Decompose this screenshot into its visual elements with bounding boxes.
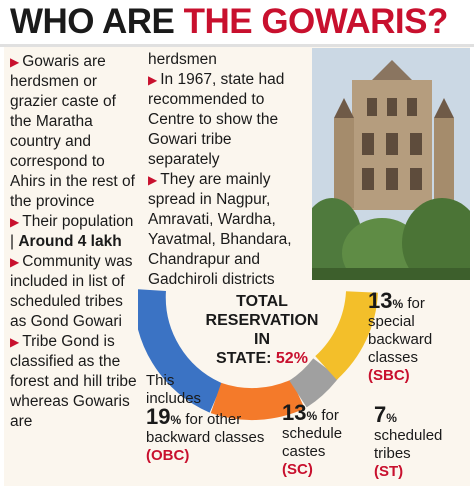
total-reservation-pct: 52% [275,350,308,367]
arrow-bullet-icon: ▶ [10,55,20,69]
total-reservation-label: TOTAL RESERVATION IN STATE: 52% [205,293,319,367]
building-illustration [312,48,470,280]
arrow-bullet-icon: ▶ [148,73,158,87]
donut-segment-st [288,357,339,408]
page-title: WHO ARE THE GOWARIS? [10,2,448,42]
label-obc: This includes 19% for other backward cla… [146,372,265,464]
donut-segment-sc [210,379,305,421]
bullet-population: ▶ Their population | Around 4 lakh [10,213,134,250]
donut-segment-sbc [314,290,378,380]
arrow-bullet-icon: ▶ [10,215,20,229]
donut-segment-obc [138,289,223,413]
population-value: Around 4 lakh [18,233,122,250]
bullet-districts: ▶ They are mainly spread in Nagpur, Amrav… [148,171,292,288]
column-left: ▶ Gowaris are herdsmen or grazier caste o… [10,52,138,432]
bullet-1967: ▶ In 1967, state had recommended to Centr… [148,71,285,168]
bullet-tribe: ▶ Tribe Gond is classified as the forest … [10,333,137,430]
title-part2: THE GOWARIS? [183,2,449,41]
label-sbc: 13% for special backward classes (SBC) [368,288,433,385]
label-sc: 13% for schedule castes (SC) [282,400,343,479]
label-st: 7% scheduled tribes (ST) [374,402,443,481]
title-part1: WHO ARE [10,2,175,41]
reservation-donut [138,289,378,421]
arrow-bullet-icon: ▶ [148,173,158,187]
bullet-caste: ▶ Gowaris are herdsmen or grazier caste o… [10,53,135,210]
arrow-bullet-icon: ▶ [10,335,20,349]
arrow-bullet-icon: ▶ [10,255,20,269]
header: WHO ARE THE GOWARIS? [0,0,474,47]
column-middle: herdsmen ▶ In 1967, state had recommended… [148,50,306,290]
bullet-community: ▶ Community was included in list of sched… [10,253,133,330]
bullet-continuation: herdsmen [148,51,217,68]
building-photo [312,48,470,280]
